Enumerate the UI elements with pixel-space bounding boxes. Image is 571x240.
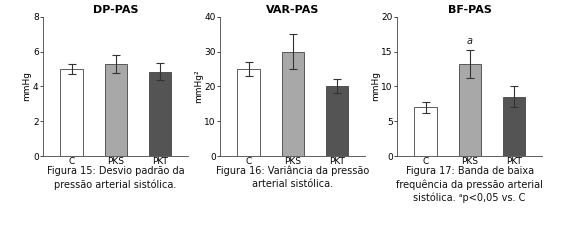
Title: BF-PAS: BF-PAS bbox=[448, 5, 492, 15]
Text: Figura 17: Banda de baixa
frequência da pressão arterial
sistólica. ᵃp<0,05 vs. : Figura 17: Banda de baixa frequência da … bbox=[396, 166, 543, 203]
Text: Figura 16: Variância da pressão
arterial sistólica.: Figura 16: Variância da pressão arterial… bbox=[216, 166, 369, 189]
Title: DP-PAS: DP-PAS bbox=[93, 5, 138, 15]
Bar bbox=[282, 52, 304, 156]
Bar bbox=[502, 97, 525, 156]
Bar bbox=[325, 86, 348, 156]
Bar bbox=[238, 69, 260, 156]
Bar bbox=[104, 64, 127, 156]
Text: a: a bbox=[467, 36, 473, 46]
Title: VAR-PAS: VAR-PAS bbox=[266, 5, 319, 15]
Y-axis label: mmHg: mmHg bbox=[371, 72, 380, 101]
Bar bbox=[415, 107, 437, 156]
Bar bbox=[459, 64, 481, 156]
Bar bbox=[148, 72, 171, 156]
Y-axis label: mmHg²: mmHg² bbox=[194, 70, 203, 103]
Text: Figura 15: Desvio padrão da
pressão arterial sistólica.: Figura 15: Desvio padrão da pressão arte… bbox=[47, 166, 184, 190]
Bar bbox=[61, 69, 83, 156]
Y-axis label: mmHg: mmHg bbox=[22, 72, 31, 101]
